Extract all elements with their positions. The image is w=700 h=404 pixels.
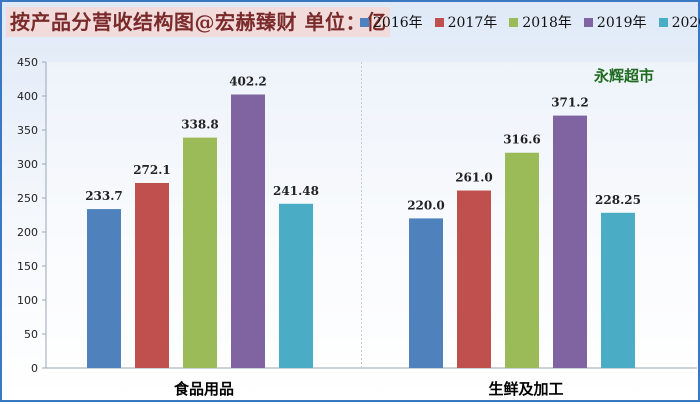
legend-swatch xyxy=(658,17,668,27)
legend-item: 2019年 xyxy=(583,12,647,32)
y-tick-label: 400 xyxy=(17,90,38,103)
data-label: 241.48 xyxy=(273,184,319,198)
data-label: 272.1 xyxy=(133,163,171,177)
bar xyxy=(553,115,587,368)
chart-title: 按产品分营收结构图@宏赫臻财 单位：亿 xyxy=(6,7,391,37)
data-label: 402.2 xyxy=(229,75,267,89)
legend-label: 2018年 xyxy=(522,15,572,31)
legend-label: 2017年 xyxy=(447,15,498,31)
data-label: 220.0 xyxy=(407,198,445,212)
bar xyxy=(279,203,313,368)
legend-item: 2017年 xyxy=(434,12,498,32)
x-category-label: 食品用品 xyxy=(174,380,234,398)
legend-label: 2016年 xyxy=(373,15,423,31)
y-tick-label: 50 xyxy=(24,328,38,341)
legend-swatch xyxy=(583,17,593,27)
y-tick-label: 100 xyxy=(17,294,38,307)
y-tick-label: 150 xyxy=(17,260,38,273)
chart-legend: 2016年 2017年 2018年 2019年 2020中 xyxy=(360,12,700,32)
legend-item: 2020中 xyxy=(658,12,700,32)
data-label: 316.6 xyxy=(503,133,541,147)
bar xyxy=(183,137,217,368)
legend-item: 2016年 xyxy=(360,12,423,32)
y-tick-label: 200 xyxy=(17,226,38,239)
data-label: 371.2 xyxy=(551,96,589,110)
y-tick-label: 450 xyxy=(17,56,38,69)
bar xyxy=(409,218,443,368)
x-category-label: 生鲜及加工 xyxy=(488,380,563,398)
bar xyxy=(231,94,265,368)
legend-swatch xyxy=(360,17,369,27)
y-tick-label: 250 xyxy=(17,192,38,205)
data-label: 233.7 xyxy=(85,189,123,203)
data-label: 338.8 xyxy=(181,118,219,132)
legend-label: 2020中 xyxy=(671,15,700,31)
bar xyxy=(601,212,635,368)
bar xyxy=(505,152,539,368)
y-tick-label: 350 xyxy=(17,124,38,137)
legend-swatch xyxy=(509,17,519,27)
legend-item: 2018年 xyxy=(509,12,572,32)
bar xyxy=(135,182,169,368)
legend-label: 2019年 xyxy=(596,15,647,31)
data-label: 261.0 xyxy=(455,171,493,185)
y-tick-label: 300 xyxy=(17,158,38,171)
bar xyxy=(457,190,491,368)
y-tick-label: 0 xyxy=(31,362,38,375)
legend-swatch xyxy=(434,17,444,27)
data-label: 228.25 xyxy=(595,193,641,207)
chart-annotation: 永辉超市 xyxy=(593,67,654,85)
bar xyxy=(87,209,121,368)
